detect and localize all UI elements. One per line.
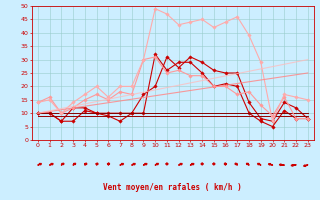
Text: Vent moyen/en rafales ( km/h ): Vent moyen/en rafales ( km/h ) (103, 183, 242, 192)
